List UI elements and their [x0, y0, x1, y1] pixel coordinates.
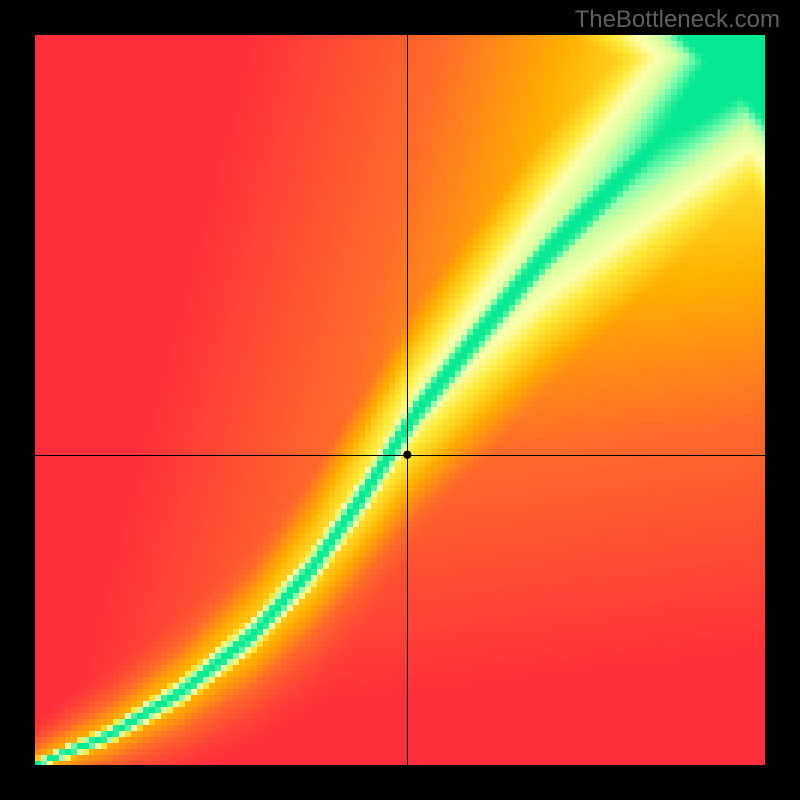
heatmap-canvas	[0, 0, 800, 800]
chart-container: TheBottleneck.com	[0, 0, 800, 800]
watermark-text: TheBottleneck.com	[575, 6, 780, 34]
